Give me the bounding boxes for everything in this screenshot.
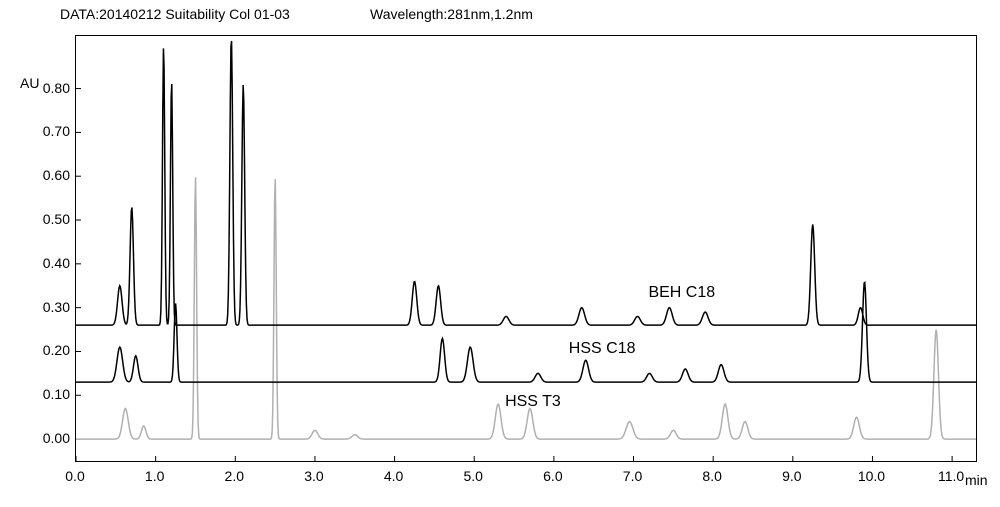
- y-tick-label: 0.40: [30, 255, 70, 271]
- y-tick-label: 0.00: [30, 430, 70, 446]
- x-axis-title: min: [965, 472, 988, 488]
- y-tick-label: 0.60: [30, 167, 70, 183]
- x-tick-label: 4.0: [379, 468, 409, 484]
- y-tick-label: 0.50: [30, 211, 70, 227]
- data-label: DATA:20140212 Suitability Col 01-03: [60, 6, 290, 22]
- x-tick-label: 1.0: [140, 468, 170, 484]
- wavelength-label: Wavelength:281nm,1.2nm: [370, 6, 533, 22]
- x-tick-label: 0.0: [60, 468, 90, 484]
- chromatogram-chart: DATA:20140212 Suitability Col 01-03 Wave…: [0, 0, 1000, 507]
- series-beh-c18: [76, 41, 976, 325]
- x-tick-label: 11.0: [936, 468, 966, 484]
- y-tick-label: 0.10: [30, 386, 70, 402]
- y-tick-label: 0.80: [30, 80, 70, 96]
- x-tick-label: 8.0: [697, 468, 727, 484]
- y-tick-label: 0.30: [30, 299, 70, 315]
- x-tick-label: 3.0: [299, 468, 329, 484]
- x-tick-label: 10.0: [856, 468, 886, 484]
- series-label-hss-t3: HSS T3: [505, 393, 561, 411]
- x-tick-label: 7.0: [618, 468, 648, 484]
- x-tick-label: 9.0: [777, 468, 807, 484]
- series-label-hss-c18: HSS C18: [569, 340, 636, 358]
- series-hss-c18: [76, 282, 976, 382]
- y-tick-label: 0.70: [30, 123, 70, 139]
- y-tick-label: 0.20: [30, 342, 70, 358]
- x-tick-label: 6.0: [538, 468, 568, 484]
- x-tick-label: 5.0: [458, 468, 488, 484]
- x-tick-label: 2.0: [219, 468, 249, 484]
- series-label-beh-c18: BEH C18: [648, 284, 715, 302]
